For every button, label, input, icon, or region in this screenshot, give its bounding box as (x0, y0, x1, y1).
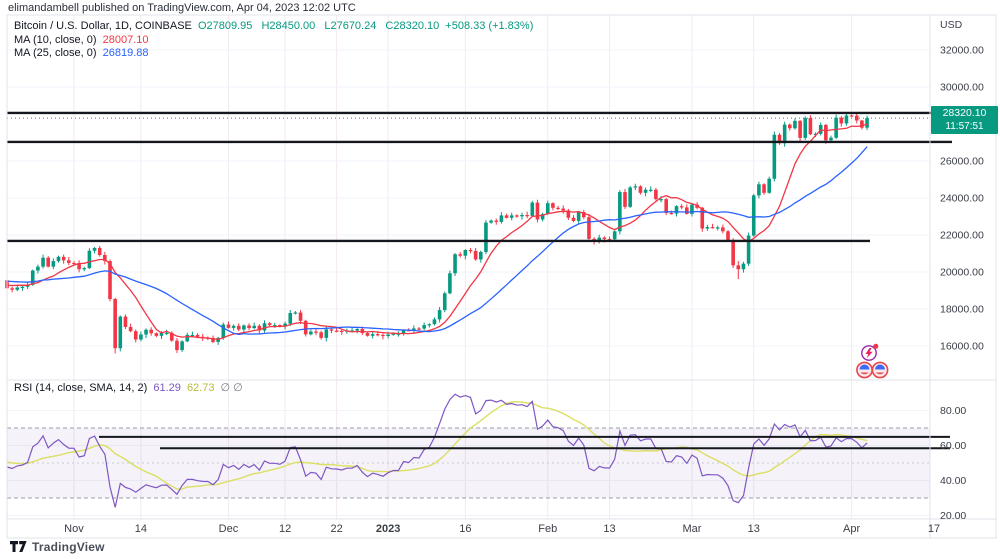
lightning-reaction-icon[interactable] (861, 343, 879, 361)
svg-text:Feb: Feb (538, 523, 557, 535)
svg-text:Nov: Nov (64, 523, 84, 535)
rsi-band (7, 427, 930, 499)
ohlc-high: H28450.00 (261, 20, 316, 32)
svg-text:40.00: 40.00 (940, 475, 966, 487)
current-price-badge: 28320.10 11:57:51 (931, 106, 998, 134)
tradingview-logo-text[interactable]: TradingView (32, 540, 105, 554)
current-price: 28320.10 (942, 107, 987, 119)
ohlc-change: +508.33 (+1.83%) (445, 20, 534, 32)
svg-text:17: 17 (928, 523, 940, 535)
rsi-axis-labels: 80.00 60.00 40.00 20.00 (940, 405, 966, 522)
svg-text:26000.00: 26000.00 (940, 156, 984, 168)
bar-countdown: 11:57:51 (945, 121, 984, 132)
svg-text:14: 14 (135, 523, 147, 535)
svg-text:18000.00: 18000.00 (940, 304, 984, 316)
trend-lines (7, 111, 952, 450)
ma10-legend-row: MA (10, close, 0) 28007.10 (14, 34, 533, 47)
pane-frame (6, 14, 997, 539)
svg-text:22: 22 (330, 523, 342, 535)
svg-text:2023: 2023 (376, 523, 400, 535)
svg-text:30000.00: 30000.00 (940, 82, 984, 94)
attribution-text: elimandambell published on TradingView.c… (8, 2, 356, 14)
svg-text:16: 16 (459, 523, 471, 535)
symbol-legend: Bitcoin / U.S. Dollar, 1D, COINBASE O278… (14, 20, 533, 61)
ma10-label: MA (10, close, 0) (14, 33, 97, 46)
rsi-label: RSI (14, close, SMA, 14, 2) (14, 382, 148, 394)
time-axis-labels: Nov 14 Dec 12 22 2023 16 Feb 13 Mar 13 Apr 17 (64, 523, 940, 535)
svg-text:32000.00: 32000.00 (940, 45, 984, 57)
svg-text:Dec: Dec (219, 523, 239, 535)
footer-bar: TradingView (10, 540, 105, 554)
price-axis-currency: USD (940, 19, 963, 31)
emoji-reaction-icon-2[interactable] (871, 361, 889, 379)
rsi-sma-value: 62.73 (186, 382, 215, 394)
svg-text:13: 13 (748, 523, 760, 535)
ma25-label: MA (25, close, 0) (14, 47, 97, 59)
svg-text:20.00: 20.00 (940, 510, 966, 522)
candles-layer (5, 112, 869, 354)
rsi-line (6, 393, 868, 508)
svg-text:Mar: Mar (682, 523, 701, 535)
ohlc-close: C28320.10 (385, 20, 440, 32)
rsi-extra-values: ∅ ∅ (220, 382, 243, 394)
rsi-legend: RSI (14, close, SMA, 14, 2) 61.29 62.73 … (14, 381, 246, 394)
tradingview-logo-icon[interactable] (10, 540, 27, 554)
svg-text:80.00: 80.00 (940, 405, 966, 417)
rsi-sma-line (6, 400, 868, 490)
ma25-legend-row: MA (25, close, 0) 26819.88 (14, 47, 533, 60)
symbol-title: Bitcoin / U.S. Dollar, 1D, COINBASE (14, 20, 192, 32)
svg-text:Apr: Apr (843, 523, 860, 535)
emoji-reaction-icon-1[interactable] (856, 361, 873, 379)
svg-text:24000.00: 24000.00 (940, 193, 984, 205)
price-axis-labels: USD 32000.00 30000.00 26000.00 24000.00 22000… (940, 19, 984, 353)
svg-text:20000.00: 20000.00 (940, 267, 984, 279)
ohlc-low: L27670.24 (324, 20, 377, 32)
gridlines (7, 15, 930, 519)
svg-text:60.00: 60.00 (940, 440, 966, 452)
ma25-value: 26819.88 (102, 47, 149, 59)
svg-text:12: 12 (279, 523, 291, 535)
svg-text:13: 13 (603, 523, 615, 535)
rsi-value: 61.29 (153, 382, 181, 394)
symbol-title-row: Bitcoin / U.S. Dollar, 1D, COINBASE O278… (14, 20, 533, 33)
svg-text:22000.00: 22000.00 (940, 230, 984, 242)
svg-text:16000.00: 16000.00 (940, 341, 984, 353)
ma10-value: 28007.10 (102, 33, 149, 46)
ma10-line (6, 123, 868, 341)
ma25-line (6, 146, 868, 336)
reaction-icons[interactable] (856, 343, 889, 379)
ohlc-open: O27809.95 (197, 20, 253, 32)
